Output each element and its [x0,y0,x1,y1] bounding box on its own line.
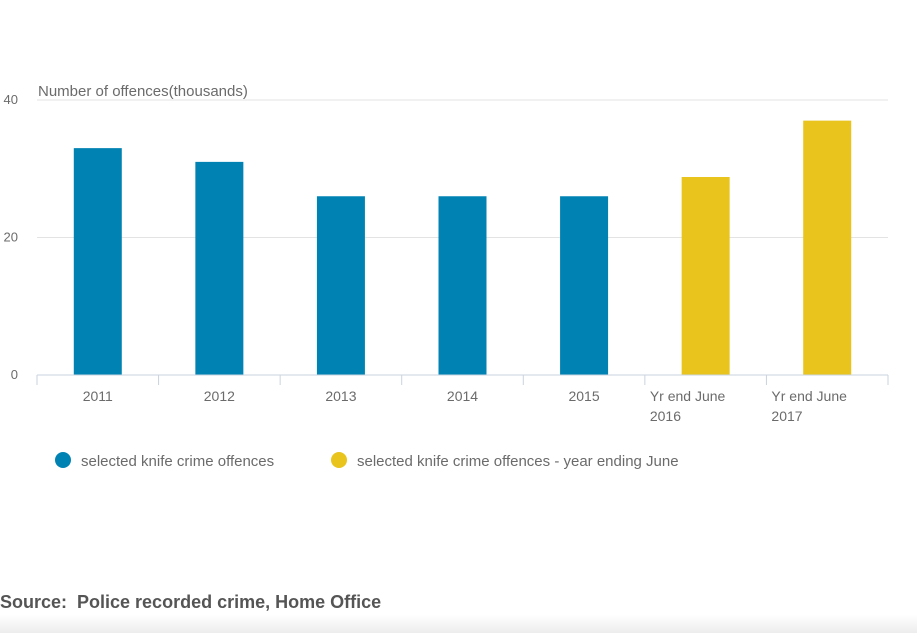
x-tick-label: 2014 [447,388,478,404]
legend-label: selected knife crime offences [81,453,274,470]
y-tick-label: 20 [4,230,18,245]
y-axis: 0 20 40 [4,92,18,382]
x-tick-label: 2015 [568,388,599,404]
source-note: Source: Police recorded crime, Home Offi… [0,592,382,612]
y-tick-label: 40 [4,92,18,107]
x-tick-label: 2013 [325,388,356,404]
x-axis: 2011 2012 2013 2014 2015 Yr end June 2016 Yr en… [36,374,889,424]
x-tick-label: Yr end June 2017 [771,388,847,424]
y-tick-label: 0 [11,367,18,382]
legend-swatch [331,452,347,468]
bar-2011 [73,148,122,375]
x-tick-label: 2011 [83,388,113,404]
bar-2012 [195,161,244,375]
bar-2014 [438,196,487,375]
x-tick-label: 2012 [204,388,235,404]
legend: selected knife crime offences selected kn… [55,452,679,470]
bar-yr-end-june-2017 [803,120,852,375]
y-axis-title: Number of offences(thousands) [38,83,248,100]
bottom-fade [0,615,917,633]
bar-2013 [316,196,365,375]
bar-yr-end-june-2016 [681,177,730,375]
legend-swatch [55,452,71,468]
legend-label: selected knife crime offences - year end… [357,453,679,470]
x-tick-label: Yr end June 2016 [650,388,726,424]
bar-2015 [560,196,609,375]
bars [73,120,852,375]
